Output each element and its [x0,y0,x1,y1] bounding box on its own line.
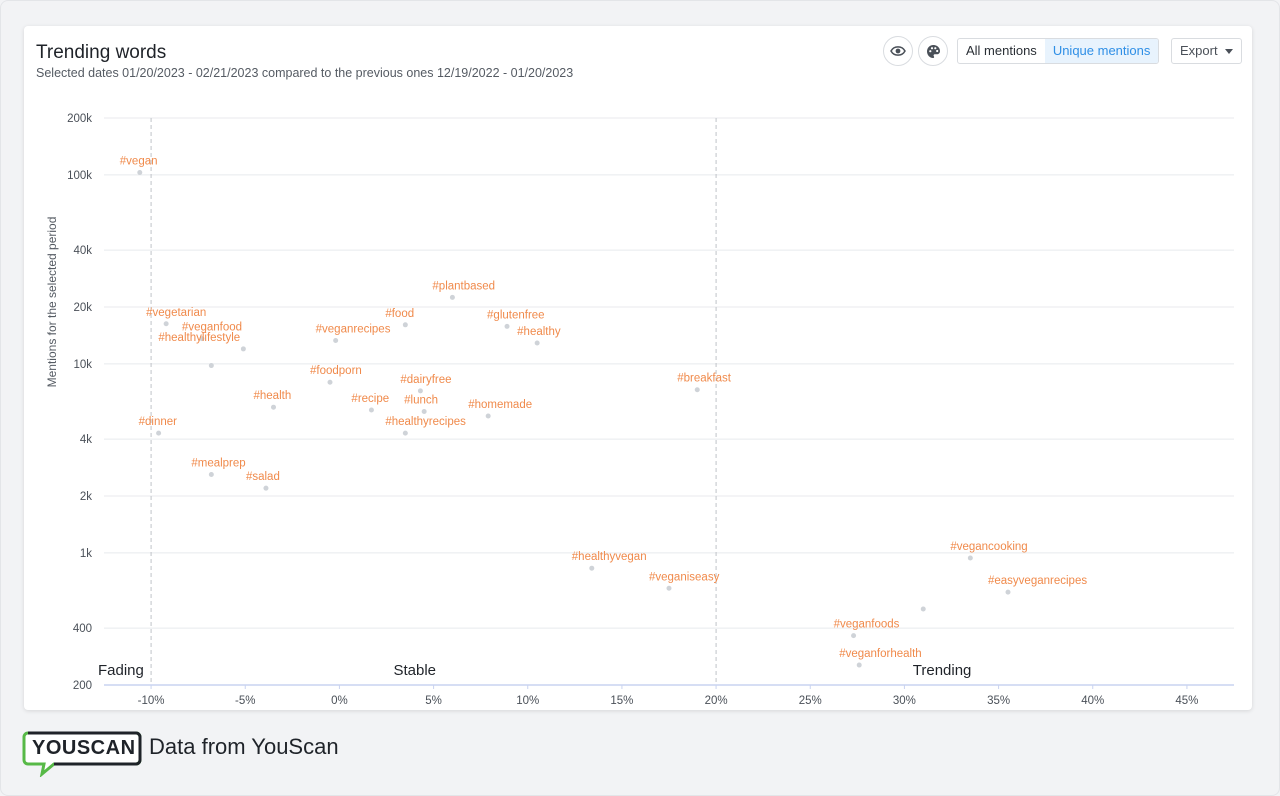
data-point-label: #healthyrecipes [385,416,466,428]
chart-title: Trending words [36,42,167,63]
y-tick-label: 1k [80,548,92,560]
data-point-label: #salad [246,471,280,483]
data-point-label: #vegan [120,155,158,167]
y-tick-label: 200k [67,113,92,125]
data-point-label: #vegetarian [146,307,206,319]
data-point [240,346,246,352]
x-tick-label: 25% [799,695,822,707]
data-point [163,321,169,327]
y-tick-label: 400 [73,623,92,635]
data-point [504,323,510,329]
mentions-toggle: All mentions Unique mentions [957,38,1160,64]
export-label: Export [1180,43,1218,58]
data-point-label: #food [385,308,414,320]
zone-label-stable: Stable [393,662,436,679]
data-point [694,387,700,393]
data-point-label: #veganiseasy [649,571,720,583]
data-point-label: #dairyfree [400,374,451,386]
data-point [327,379,333,385]
y-tick-label: 10k [73,359,92,371]
data-point [449,294,455,300]
y-tick-label: 20k [73,302,92,314]
data-point-label: #vegancooking [950,541,1027,553]
data-point [271,404,276,410]
x-tick-label: 15% [610,695,633,707]
all-mentions-button[interactable]: All mentions [966,43,1037,58]
youscan-logo: YOUSCAN [22,731,142,778]
data-point [1005,589,1011,595]
data-point-label: #foodporn [310,365,362,377]
data-point [263,485,269,491]
data-point [208,471,214,477]
trending-scatter-chart: 200k 100k 40k 20k 10k 4k 2k 1k 400 200 -10% -5% 0% 5%… [45,113,1234,707]
data-point [156,430,162,436]
data-point-label: #healthylifestyle [158,332,240,344]
y-tick-label: 100k [67,170,92,182]
x-tick-label: 20% [705,695,728,707]
y-tick-label: 2k [80,491,92,503]
palette-button[interactable] [918,36,948,66]
data-point [589,565,595,571]
x-tick-label: -10% [138,695,165,707]
y-tick-label: 200 [73,680,92,692]
data-point [920,606,926,612]
zone-label-trending: Trending [913,662,972,679]
data-point-label: #mealprep [191,457,245,469]
data-point-label: #veganfoods [834,619,900,631]
zone-label-fading: Fading [98,662,144,679]
data-point-label: #health [254,390,292,402]
eye-icon [890,46,906,56]
data-point-label: #easyveganrecipes [988,575,1087,587]
data-point [199,336,205,342]
x-tick-label: 30% [893,695,916,707]
data-point-label: #breakfast [677,373,732,385]
data-point [534,340,540,346]
export-button[interactable]: Export [1171,38,1243,64]
data-point [402,430,408,436]
x-tick-label: 35% [987,695,1010,707]
x-tick-label: 40% [1081,695,1104,707]
data-point-label: #veganfood [182,322,242,334]
x-tick-label: 0% [331,695,348,707]
data-point [856,662,862,668]
x-tick-label: 10% [516,695,539,707]
y-tick-label: 4k [80,434,92,446]
data-point-label: #plantbased [432,280,495,292]
footer-source-text: Data from YouScan [149,734,339,759]
palette-icon [926,44,940,58]
data-point [368,407,374,413]
x-tick-label: 5% [425,695,442,707]
caret-down-icon [1225,49,1234,55]
trending-words-card: Trending words Selected dates 01/20/2023… [24,26,1252,710]
data-point [402,322,408,328]
youscan-brand-text: YOUSCAN [32,737,136,759]
data-point-label: #healthyvegan [572,551,647,563]
data-point [421,408,427,414]
data-point-label: #veganrecipes [316,323,391,335]
visibility-button[interactable] [883,36,913,66]
data-point-label: #recipe [351,393,389,405]
x-tick-label: -5% [235,695,255,707]
y-axis-label: Mentions for the selected period [45,217,59,388]
data-point [208,363,214,369]
data-point-label: #healthy [517,326,561,338]
x-tick-label: 45% [1175,695,1198,707]
data-point [417,388,423,394]
data-point [666,585,672,591]
unique-mentions-button[interactable]: Unique mentions [1044,39,1159,63]
data-point-label: #homemade [468,399,532,411]
data-point-label: #glutenfree [487,309,545,321]
data-point-label: #lunch [404,394,438,406]
data-point [851,633,857,639]
y-tick-label: 40k [73,245,92,257]
data-point [137,169,143,175]
data-point [485,413,491,419]
chart-subtitle: Selected dates 01/20/2023 - 02/21/2023 c… [36,66,574,80]
data-point-label: #dinner [139,416,178,428]
data-point-label: #veganforhealth [839,648,921,660]
data-point [967,555,973,561]
data-point [333,337,339,343]
